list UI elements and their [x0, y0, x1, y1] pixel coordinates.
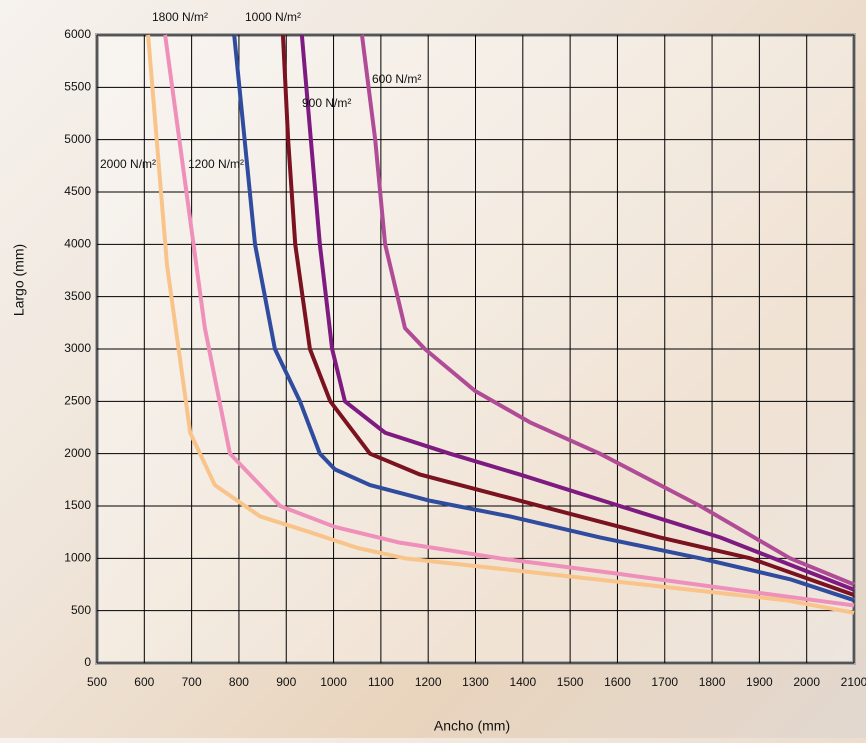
series-label: 2000 N/m²	[100, 157, 156, 171]
x-tick-label: 1200	[415, 675, 442, 689]
series-label: 600 N/m²	[372, 72, 421, 86]
line	[359, 34, 855, 587]
y-tick-label: 4000	[64, 237, 91, 251]
line	[280, 34, 855, 597]
series-label: 1800 N/m²	[152, 10, 208, 24]
line	[163, 34, 855, 608]
x-tick-label: 900	[276, 675, 296, 689]
series-label: 1000 N/m²	[245, 10, 301, 24]
y-tick-label: 3500	[64, 289, 91, 303]
y-tick-label: 4500	[64, 184, 91, 198]
x-tick-label: 1900	[746, 675, 773, 689]
x-tick-label: 1300	[462, 675, 489, 689]
x-tick-label: 1100	[368, 675, 394, 689]
y-tick-label: 2000	[64, 446, 91, 460]
x-tick-label: 2100	[841, 675, 866, 689]
x-tick-label: 1500	[557, 675, 584, 689]
y-tick-label: 5000	[64, 132, 91, 146]
x-tick-label: 1400	[509, 675, 536, 689]
x-tick-label: 1700	[651, 675, 678, 689]
line	[146, 34, 855, 615]
x-tick-label: 800	[229, 675, 249, 689]
x-axis-label: Ancho (mm)	[434, 718, 510, 734]
y-tick-label: 3000	[64, 341, 91, 355]
y-tick-label: 1000	[64, 551, 91, 565]
y-tick-label: 500	[71, 603, 91, 617]
x-tick-label: 1000	[320, 675, 347, 689]
y-tick-label: 1500	[64, 498, 91, 512]
y-tick-label: 6000	[64, 27, 91, 41]
series-label: 1200 N/m²	[188, 157, 244, 171]
x-tick-label: 1600	[604, 675, 631, 689]
x-tick-label: 500	[87, 675, 107, 689]
line	[232, 34, 855, 603]
y-tick-label: 0	[84, 655, 91, 669]
y-tick-label: 2500	[64, 394, 91, 408]
y-tick-label: 5500	[64, 80, 91, 94]
x-tick-label: 2000	[793, 675, 820, 689]
x-tick-label: 600	[134, 675, 154, 689]
x-tick-label: 700	[182, 675, 202, 689]
line	[299, 34, 855, 592]
x-tick-label: 1800	[699, 675, 726, 689]
y-axis-label: Largo (mm)	[11, 244, 27, 316]
series-label: 900 N/m²	[302, 96, 351, 110]
